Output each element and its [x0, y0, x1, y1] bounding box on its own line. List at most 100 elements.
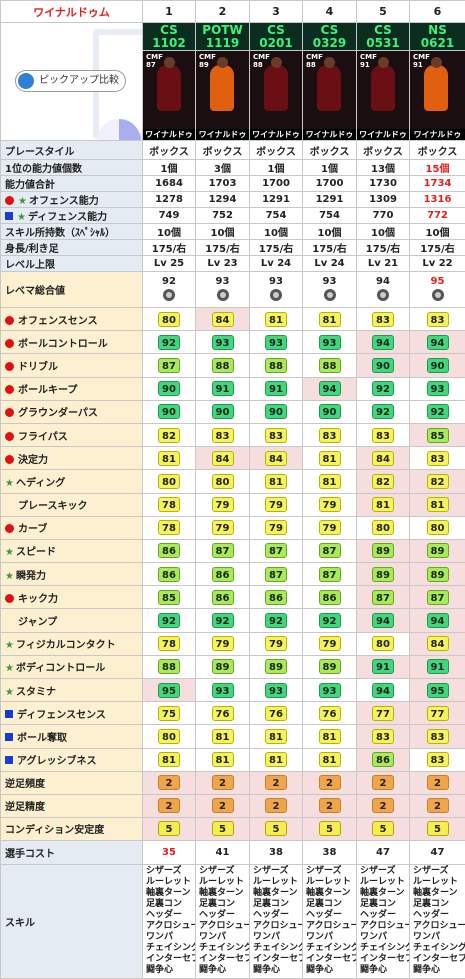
overall-number: 93: [303, 276, 356, 288]
stat-cell: 86: [250, 586, 303, 609]
pickup-label: ピックアップ比較: [39, 75, 119, 86]
stat-cell: 83: [196, 423, 250, 446]
player-card[interactable]: CMF88ワイナルドゥム: [250, 51, 303, 141]
skill-item: 軸裏ターン: [413, 888, 465, 899]
star-icon: ★: [5, 640, 14, 651]
stat-cell: 92: [196, 609, 250, 632]
info-value: 10個: [357, 224, 410, 240]
stat-cell: 86: [196, 563, 250, 586]
foot-value: 5: [372, 821, 394, 836]
skill-item: アクロシュー: [253, 921, 302, 932]
stat-value: 87: [427, 590, 449, 605]
stat-cell: 94: [410, 609, 465, 632]
info-value: 10個: [303, 224, 357, 240]
stat-cell: 83: [410, 308, 465, 331]
stat-value: 89: [212, 659, 234, 674]
stat-cell: 93: [196, 679, 250, 702]
stat-cell: 87: [143, 354, 196, 377]
foot-cell: 2: [196, 794, 250, 817]
overall-value: 93: [303, 272, 357, 308]
stat-value: 81: [319, 729, 341, 744]
stat-value: 86: [265, 590, 287, 605]
player-card[interactable]: CMF87ワイナルドゥム: [143, 51, 196, 141]
player-card[interactable]: CMF88ワイナルドゥム: [303, 51, 357, 141]
stat-value: 81: [265, 752, 287, 767]
skill-item: シザーズ: [360, 866, 409, 877]
star-icon: ★: [5, 687, 14, 698]
star-icon: ★: [17, 212, 26, 223]
red-dot-icon: [5, 196, 14, 205]
foot-value: 5: [319, 821, 341, 836]
stat-cell: 91: [410, 655, 465, 678]
pickup-compare-button[interactable]: ピックアップ比較: [15, 70, 126, 92]
stat-value: 80: [158, 312, 180, 327]
stat-cell: 93: [303, 679, 357, 702]
position-label: CS: [303, 24, 356, 37]
stat-cell: 94: [357, 609, 410, 632]
stat-cell: 83: [250, 423, 303, 446]
info-value: 175/右: [143, 240, 196, 256]
foot-value: 5: [427, 821, 449, 836]
stat-cell: 90: [143, 377, 196, 400]
info-value: 772: [410, 208, 465, 224]
info-value: 770: [357, 208, 410, 224]
stat-cell: 77: [357, 702, 410, 725]
red-dot-icon: [5, 339, 14, 348]
card-player-name: ワイナルドゥム: [410, 129, 465, 140]
stat-value: 92: [265, 613, 287, 628]
card-code: 0329: [303, 37, 356, 50]
row-label: 1位の能力値個数: [1, 160, 143, 176]
player-card[interactable]: CMF89ワイナルドゥム: [196, 51, 250, 141]
player-figure: [264, 65, 288, 111]
stat-value: 95: [427, 683, 449, 698]
stat-value: 92: [372, 381, 394, 396]
skill-item: 闘争心: [253, 965, 302, 976]
row-label: 身長/利き足: [1, 240, 143, 256]
stat-cell: 95: [143, 679, 196, 702]
info-value: 1730: [357, 176, 410, 192]
overall-number: 94: [357, 276, 409, 288]
row-label: ★オフェンス能力: [1, 192, 143, 208]
overall-number: 92: [143, 276, 195, 288]
star-icon: ★: [18, 196, 27, 207]
stat-value: 91: [212, 381, 234, 396]
stat-value: 83: [372, 312, 394, 327]
stat-cell: 83: [410, 447, 465, 470]
row-label: スキル所持数（ｽﾍﾟｼｬﾙ）: [1, 224, 143, 240]
player-figure: [317, 65, 341, 111]
stat-label: オフェンスセンス: [1, 308, 143, 331]
skill-item: ワンパ: [146, 932, 195, 943]
player-figure: [371, 65, 395, 111]
column-number: 1: [143, 1, 196, 23]
stat-value: 87: [212, 543, 234, 558]
star-icon: ★: [5, 547, 14, 558]
skill-item: チェイシング: [146, 943, 195, 954]
stat-cell: 91: [357, 655, 410, 678]
info-value: Lv 23: [196, 256, 250, 272]
stat-cell: 87: [303, 539, 357, 562]
stat-value: 83: [265, 428, 287, 443]
stat-cell: 87: [196, 539, 250, 562]
stat-cell: 81: [250, 308, 303, 331]
stat-value: 80: [212, 474, 234, 489]
stat-cell: 81: [250, 470, 303, 493]
info-value: 1個: [303, 160, 357, 176]
skill-item: アクロシュー: [199, 921, 249, 932]
player-card[interactable]: CMF91ワイナルドゥム: [410, 51, 465, 141]
stat-value: 79: [212, 520, 234, 535]
player-card[interactable]: CMF91ワイナルドゥム: [357, 51, 410, 141]
stat-cell: 81: [303, 725, 357, 748]
stat-value: 86: [158, 543, 180, 558]
stat-label-text: ドリブル: [18, 362, 58, 373]
stat-cell: 90: [303, 400, 357, 423]
stat-cell: 94: [410, 331, 465, 354]
